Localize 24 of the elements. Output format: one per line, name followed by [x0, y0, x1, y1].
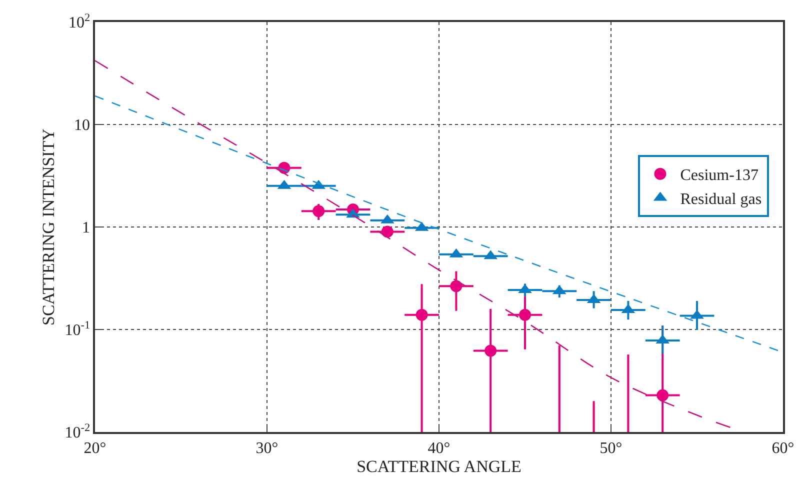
y-tick-label: 10$^{-1}$: [64, 319, 90, 340]
y-axis-title: SCATTERING INTENSITY: [38, 128, 58, 326]
x-tick-label: 60°: [772, 440, 794, 457]
point: [312, 205, 325, 218]
point: [450, 280, 462, 292]
x-tick-label: 30°: [256, 440, 278, 457]
x-tick-label: 40°: [428, 440, 450, 457]
x-tick-label: 50°: [600, 440, 622, 457]
y-tick-label: 10$^{2}$: [68, 12, 90, 32]
point: [656, 389, 669, 402]
y-tick-label: 10: [74, 117, 90, 134]
x-tick-label: 20°: [84, 440, 106, 457]
point: [416, 308, 428, 321]
bar: [592, 401, 595, 432]
bar: [558, 345, 560, 432]
y-tick-label: 10$^{-2}$: [64, 422, 90, 442]
point: [519, 308, 531, 321]
point: [381, 226, 394, 238]
legend-label: Residual gas: [680, 190, 762, 208]
bar: [627, 354, 630, 432]
point: [484, 344, 497, 357]
y-tick-label: 1: [82, 220, 90, 237]
legend-label: Cesium-137: [680, 167, 758, 184]
x-axis-title: SCATTERING ANGLE: [356, 456, 522, 476]
